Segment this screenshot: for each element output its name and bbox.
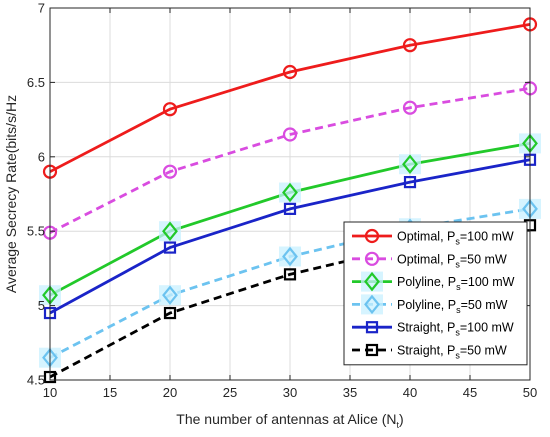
legend-label: Polyline, Ps=100 mW [397, 275, 515, 292]
data-point [402, 100, 418, 115]
data-point [403, 175, 417, 189]
y-axis-label: Average Secrecy Rate(bits/s/Hz [3, 95, 19, 293]
legend-marker [365, 321, 379, 334]
data-point [162, 221, 178, 241]
x-tick-label: 30 [283, 385, 297, 400]
legend-marker [364, 251, 380, 266]
data-point [283, 202, 297, 215]
x-tick-label: 50 [523, 385, 537, 400]
y-tick-label: 7 [38, 1, 45, 16]
y-tick-label: 5.5 [27, 224, 45, 239]
data-point [162, 164, 178, 179]
data-point [163, 306, 177, 320]
data-point-halo [159, 221, 181, 242]
legend-entry: Polyline, Ps=50 mW [352, 294, 508, 315]
data-point [402, 154, 418, 174]
legend-label: Optimal, Ps=100 mW [397, 230, 514, 247]
axis-ticks: 10 15 20 25 30 35 40 45 50 4.5 5 5.5 6 6.5 7 [27, 1, 537, 401]
y-tick-label: 5 [38, 298, 45, 313]
data-point-halo [399, 154, 421, 175]
data-point-halo [279, 246, 301, 267]
legend-marker-halo [361, 294, 383, 315]
legend-label: Straight, Ps=100 mW [397, 321, 514, 338]
data-point [163, 241, 177, 254]
data-point [402, 38, 418, 53]
legend-box [343, 221, 528, 366]
data-point-halo [159, 285, 181, 306]
legend-label: Polyline, Ps=50 mW [397, 298, 508, 315]
legend-marker [364, 271, 380, 292]
legend-marker [364, 228, 380, 244]
data-point [282, 246, 298, 267]
data-point [162, 285, 178, 305]
series-line [49, 158, 531, 315]
x-axis-label: The number of antennas at Alice (Nt) [176, 411, 403, 430]
legend: Optimal, Ps=100 mW Optimal, Ps=50 mW Polyl… [343, 221, 528, 366]
x-tick-label: 40 [403, 385, 417, 400]
data-point [282, 64, 298, 80]
data-point [282, 182, 298, 203]
legend-entry: Straight, Ps=100 mW [352, 321, 514, 338]
x-tick-label: 35 [343, 385, 357, 400]
y-tick-label: 6 [38, 149, 45, 164]
series-line [49, 223, 531, 379]
y-tick-label: 4.5 [27, 373, 45, 388]
x-tick-label: 20 [163, 385, 177, 400]
x-tick-label: 25 [223, 385, 237, 400]
x-tick-label: 45 [463, 385, 477, 400]
data-point [162, 102, 178, 117]
legend-entry: Optimal, Ps=100 mW [352, 228, 514, 247]
legend-marker [365, 343, 379, 357]
series-layer [39, 17, 541, 384]
x-tick-label: 15 [103, 385, 117, 400]
series-line [49, 22, 531, 173]
legend-label: Optimal, Ps=50 mW [397, 252, 507, 269]
legend-entry: Optimal, Ps=50 mW [352, 251, 507, 269]
legend-entry: Straight, Ps=50 mW [352, 344, 507, 361]
legend-marker-halo [361, 271, 383, 292]
x-tick-label: 10 [43, 385, 57, 400]
y-tick-label: 6.5 [27, 75, 45, 90]
data-point [282, 127, 298, 142]
series-line [49, 86, 531, 234]
legend-label: Straight, Ps=50 mW [397, 344, 507, 361]
legend-marker [364, 294, 380, 315]
data-point-halo [279, 182, 301, 203]
data-point [283, 268, 297, 281]
legend-entry: Polyline, Ps=100 mW [352, 271, 515, 292]
